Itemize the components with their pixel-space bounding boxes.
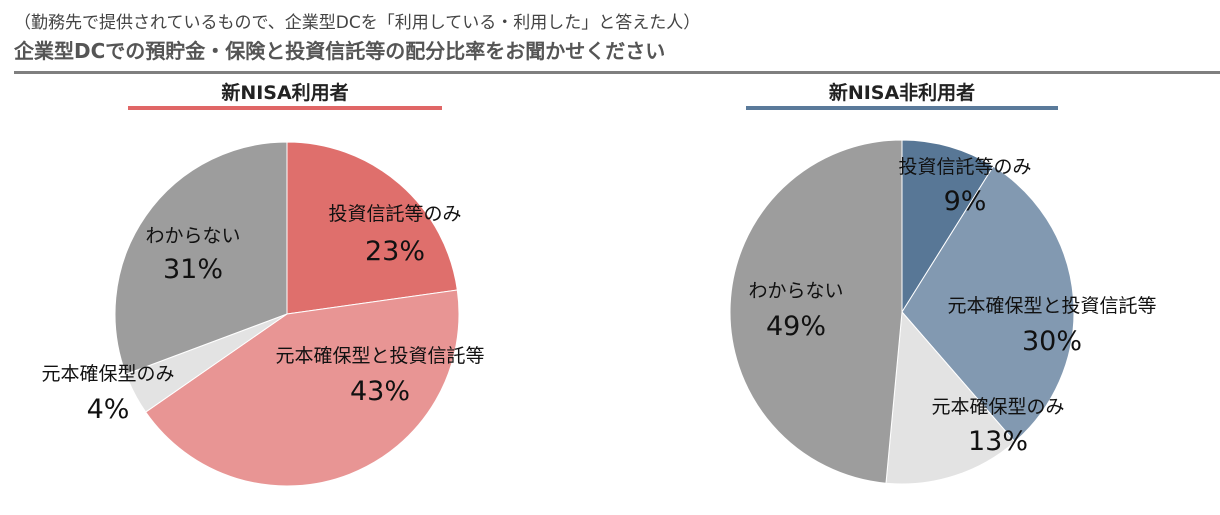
slice-value-label-2: 13%: [968, 426, 1028, 457]
slice-label-0: 投資信託等のみ: [328, 203, 461, 225]
chart-title-underline: [128, 106, 442, 110]
slice-value-label-3: 49%: [766, 311, 826, 342]
pie-chart-nisa-users: 新NISA利用者 投資信託等のみ 23% 元本確保型と投資信託等 43% 元本確保型のみ…: [20, 80, 560, 510]
page-subtitle: （勤務先で提供されているもので、企業型DCを「利用している・利用した」と答えた人…: [14, 13, 701, 33]
chart-title-non-nisa-users: 新NISA非利用者: [828, 82, 976, 104]
chart-title-nisa-users: 新NISA利用者: [221, 82, 349, 104]
slice-value-label-1: 30%: [1022, 326, 1082, 357]
pie-slice-3: [729, 139, 903, 484]
slice-value-label-0: 9%: [944, 186, 987, 217]
slice-label-1: 元本確保型と投資信託等: [275, 345, 484, 367]
pie-slice-0: [286, 141, 458, 315]
pie-slice-2: [885, 310, 1016, 485]
pie-slice-1: [144, 289, 460, 487]
slice-value-label-0: 23%: [365, 236, 425, 267]
page-title: 企業型DCでの預貯金・保険と投資信託等の配分比率をお聞かせください: [14, 39, 666, 63]
slice-value-label-2: 4%: [87, 394, 130, 425]
slice-value-label-3: 31%: [163, 254, 223, 285]
slice-label-2: 元本確保型のみ: [41, 363, 174, 385]
slice-label-3: わからない: [748, 280, 843, 302]
slice-label-3: わからない: [145, 225, 240, 247]
pie-svg-nisa-users: 投資信託等のみ 23% 元本確保型と投資信託等 43% 元本確保型のみ 4% わからない 31…: [41, 141, 485, 487]
pie-chart-non-nisa-users: 新NISA非利用者 投資信託等のみ 9% 元本確保型と投資信託等 30% 元本確保型のみ…: [640, 80, 1180, 510]
slice-label-2: 元本確保型のみ: [931, 396, 1064, 418]
pie-slice-3: [114, 141, 288, 375]
title-divider: [14, 71, 1220, 74]
chart-title-underline: [746, 106, 1058, 110]
slice-label-0: 投資信託等のみ: [898, 156, 1031, 178]
slice-value-label-1: 43%: [350, 376, 410, 407]
pie-slice-1: [901, 165, 1075, 443]
pie-svg-non-nisa-users: 投資信託等のみ 9% 元本確保型と投資信託等 30% 元本確保型のみ 13% わからない 49…: [729, 139, 1157, 485]
slice-label-1: 元本確保型と投資信託等: [947, 295, 1156, 317]
pie-slice-0: [901, 139, 995, 314]
